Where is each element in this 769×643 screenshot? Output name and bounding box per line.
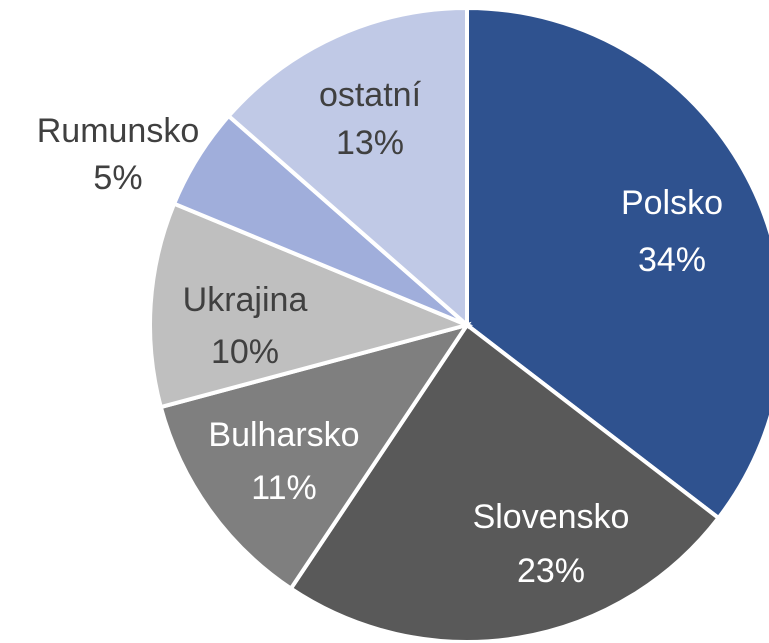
- pie-slice: [288, 322, 722, 643]
- slice-value-label: 23%: [517, 552, 585, 590]
- slice-label: Slovensko: [473, 498, 630, 536]
- slice-value-label: 10%: [211, 333, 279, 371]
- pie-slice: [465, 5, 769, 521]
- slice-value-label: 34%: [638, 241, 706, 279]
- slice-label: ostatní: [319, 76, 422, 114]
- slice-label: Bulharsko: [208, 416, 359, 454]
- slice-value-label: 5%: [93, 159, 142, 197]
- pie-slice: [148, 201, 474, 410]
- slice-value-label: 11%: [251, 469, 317, 507]
- pie-slice: [158, 321, 472, 592]
- slice-label: Rumunsko: [37, 112, 200, 150]
- slice-value-label: 13%: [336, 124, 404, 162]
- slice-label: Polsko: [621, 184, 723, 222]
- slice-label: Ukrajina: [183, 281, 308, 319]
- pie-slice: [225, 5, 469, 330]
